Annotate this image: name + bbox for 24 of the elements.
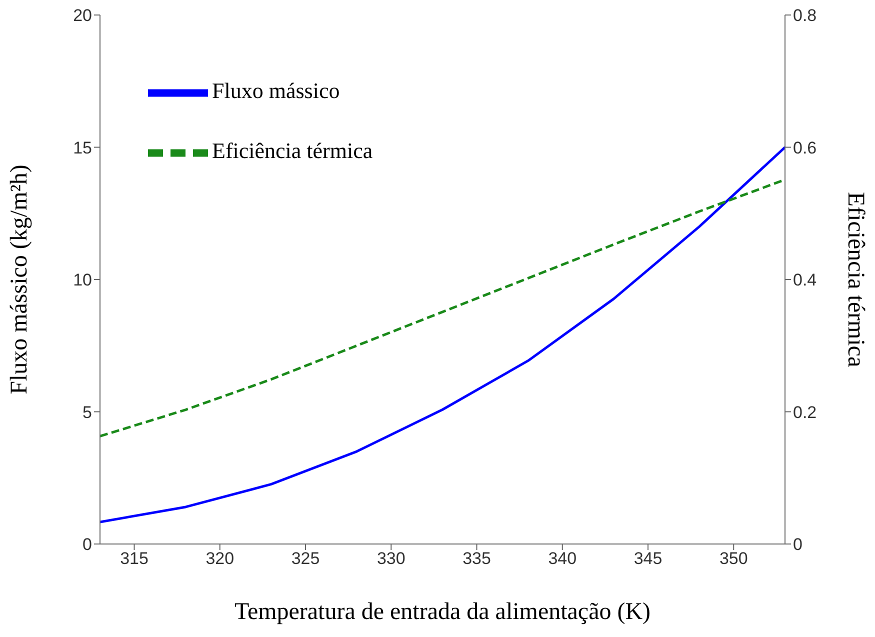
x-tick-label: 340 (548, 549, 577, 568)
y-tick-label: 5 (82, 402, 92, 422)
x-tick-label: 345 (634, 549, 662, 568)
y2-tick-label: 0.4 (793, 270, 817, 290)
y-tick-label: 10 (73, 270, 92, 290)
y2-axis-title: Eficiência térmica (842, 192, 868, 368)
x-tick-label: 335 (462, 549, 491, 568)
y2-tick-label: 0.6 (793, 138, 817, 158)
legend-label: Fluxo mássico (212, 78, 340, 104)
y2-tick-label: 0 (793, 535, 802, 554)
legend-label: Eficiência térmica (212, 138, 373, 164)
line-series (100, 178, 785, 438)
y-axis-title: Fluxo mássico (kg/m²h) (6, 164, 33, 394)
x-tick-label: 330 (376, 549, 406, 568)
x-tick-label: 315 (120, 549, 148, 568)
y-tick-label: 20 (73, 6, 92, 26)
y2-tick-label: 0.8 (793, 6, 817, 26)
y-tick-label: 0 (82, 535, 92, 554)
x-axis-title: Temperatura de entrada da alimentação (K) (234, 599, 651, 625)
y2-tick-label: 0.2 (793, 402, 817, 422)
y-tick-label: 15 (73, 138, 92, 158)
x-tick-label: 325 (291, 549, 320, 568)
x-tick-label: 320 (206, 549, 234, 568)
x-tick-label: 350 (719, 549, 748, 568)
